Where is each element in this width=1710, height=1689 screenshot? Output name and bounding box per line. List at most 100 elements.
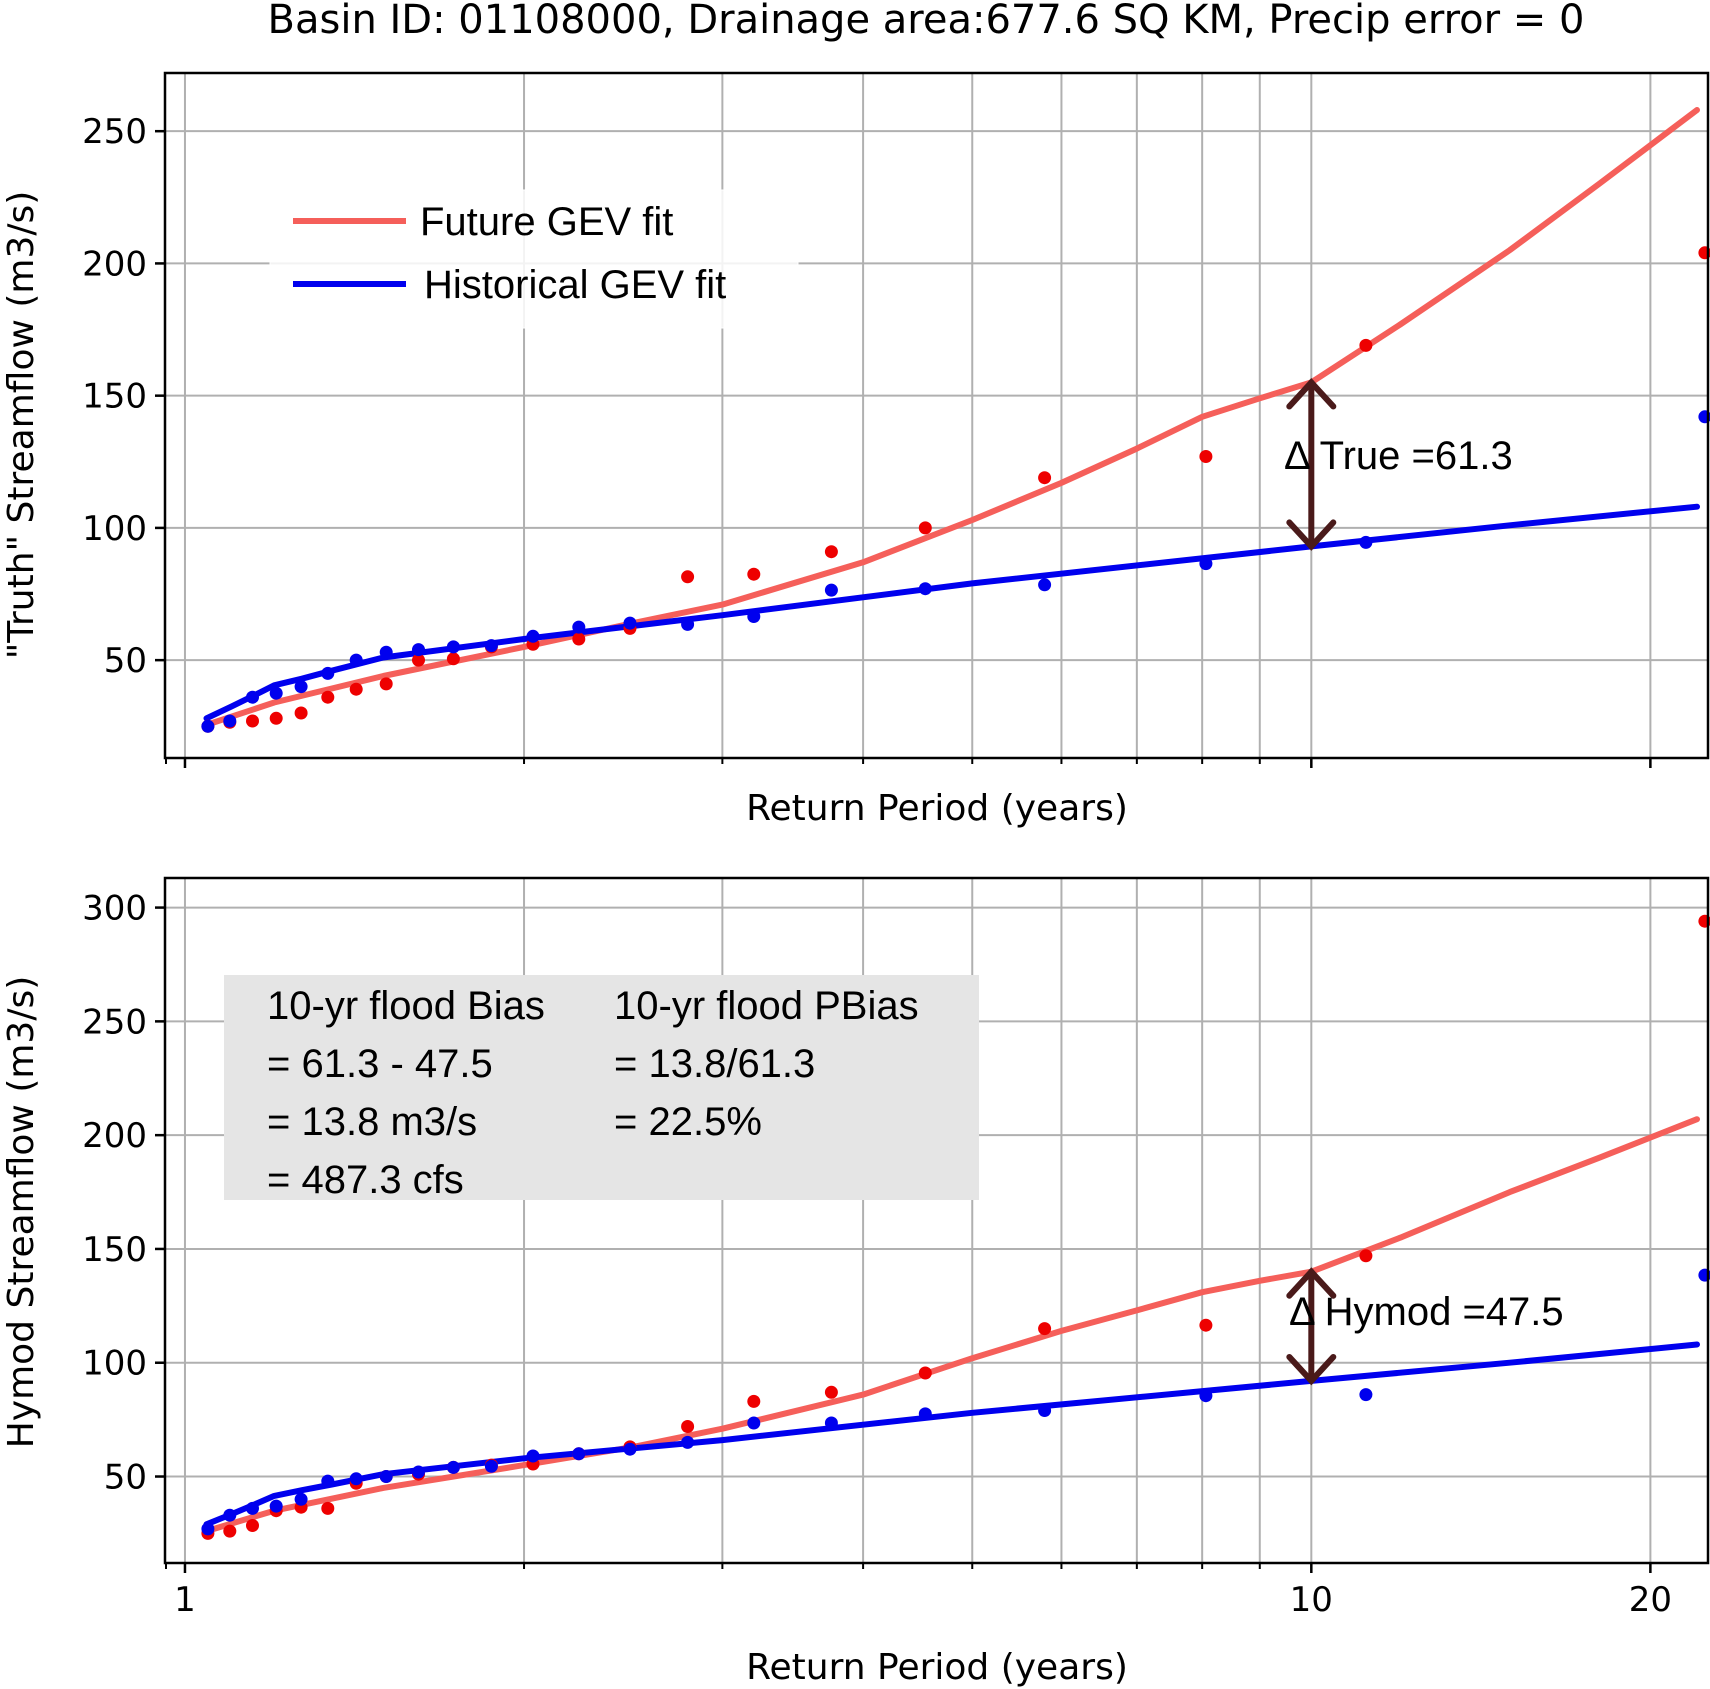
top-annotation: Δ True =61.3 bbox=[1284, 378, 1513, 551]
bottom-historical-point bbox=[349, 1472, 363, 1486]
top-axes: 50 100 150 200 250 bbox=[82, 71, 1710, 768]
bottom-y-tick-label: 100 bbox=[82, 1344, 147, 1384]
top-x-axis-label: Return Period (years) bbox=[746, 788, 1128, 829]
bottom-x-axis-label: Return Period (years) bbox=[746, 1647, 1128, 1688]
top-historical-point bbox=[223, 714, 237, 728]
bottom-delta-label: Δ Hymod =47.5 bbox=[1289, 1290, 1564, 1334]
top-historical-point bbox=[623, 616, 637, 630]
top-future-point bbox=[294, 706, 308, 720]
top-historical-point bbox=[526, 629, 540, 643]
bottom-historical-point bbox=[824, 1416, 838, 1430]
top-y-tick-label: 150 bbox=[82, 377, 147, 417]
bottom-delta-arrow bbox=[1286, 1267, 1337, 1386]
top-future-point bbox=[412, 653, 425, 667]
top-future-point bbox=[321, 690, 335, 704]
top-future-point bbox=[446, 652, 460, 666]
top-historical-point bbox=[412, 643, 425, 657]
bottom-future-gev-line bbox=[203, 1116, 1700, 1535]
bottom-historical-point bbox=[201, 1522, 215, 1536]
bottom-x-tick-label: 10 bbox=[1290, 1580, 1333, 1620]
bottom-historical-point bbox=[526, 1449, 540, 1463]
bottom-annotation: Δ Hymod =47.5 bbox=[1286, 1267, 1564, 1386]
bottom-historical-gev-line bbox=[203, 1341, 1700, 1528]
top-y-tick-label: 100 bbox=[82, 509, 147, 549]
top-axes-frame bbox=[163, 71, 1710, 760]
top-y-tick-label: 50 bbox=[104, 641, 147, 681]
top-delta-label: Δ True =61.3 bbox=[1284, 434, 1513, 478]
bottom-y-tick-label: 250 bbox=[82, 1002, 147, 1042]
bottom-historical-point bbox=[681, 1435, 695, 1449]
top-historical-point bbox=[201, 719, 215, 733]
chart-title: Basin ID: 01108000, Drainage area:677.6 … bbox=[268, 0, 1585, 43]
bottom-y-tick-label: 50 bbox=[104, 1458, 147, 1498]
bottom-axes-frame bbox=[163, 876, 1710, 1565]
bottom-y-axis-label: Hymod Streamflow (m3/s) bbox=[1, 976, 42, 1449]
top-y-axis-label: "Truth" Streamflow (m3/s) bbox=[1, 191, 42, 660]
bottom-historical-point bbox=[223, 1508, 237, 1522]
bias-line-1: 10-yr flood Bias bbox=[267, 984, 545, 1028]
top-future-point bbox=[246, 714, 259, 728]
bottom-historical-point bbox=[294, 1492, 308, 1506]
bottom-historical-point bbox=[269, 1499, 283, 1513]
top-future-point bbox=[1038, 471, 1052, 485]
bottom-historical-point bbox=[321, 1474, 335, 1488]
bottom-future-point bbox=[246, 1519, 259, 1532]
bottom-historical-point bbox=[572, 1447, 586, 1461]
bottom-historical-point bbox=[623, 1442, 637, 1456]
bottom-historical-point bbox=[1359, 1388, 1373, 1402]
top-future-point bbox=[747, 567, 761, 581]
bottom-future-point bbox=[824, 1385, 838, 1399]
top-historical-point bbox=[681, 617, 695, 631]
top-future-point bbox=[379, 677, 393, 691]
top-y-tick-label: 250 bbox=[82, 112, 147, 152]
bottom-future-point bbox=[747, 1394, 761, 1408]
pbias-line-3: = 22.5% bbox=[614, 1100, 762, 1144]
bottom-x-tick-label: 1 bbox=[174, 1580, 196, 1620]
top-y-tick-label: 200 bbox=[82, 244, 147, 284]
bottom-axes: 50 100 150 200 250 300 1 10 20 bbox=[82, 876, 1710, 1620]
bottom-y-tick-label: 300 bbox=[82, 889, 147, 929]
legend-label-future: Future GEV fit bbox=[420, 200, 673, 244]
bottom-future-point bbox=[1359, 1249, 1373, 1263]
bottom-historical-point bbox=[918, 1407, 932, 1421]
top-historical-point bbox=[269, 686, 283, 700]
bottom-historical-point bbox=[379, 1470, 393, 1483]
bottom-historical-point bbox=[747, 1416, 761, 1430]
top-future-point bbox=[918, 521, 932, 535]
top-future-point bbox=[1359, 338, 1373, 352]
top-historical-point bbox=[747, 610, 761, 623]
top-future-point bbox=[269, 711, 283, 725]
bias-line-4: = 487.3 cfs bbox=[267, 1158, 464, 1202]
pbias-line-2: = 13.8/61.3 bbox=[614, 1042, 815, 1086]
bottom-future-point bbox=[321, 1501, 335, 1515]
bias-line-3: = 13.8 m3/s bbox=[267, 1100, 477, 1144]
legend-label-historical: Historical GEV fit bbox=[424, 263, 726, 307]
top-future-point bbox=[824, 545, 838, 559]
bias-textbox: 10-yr flood Bias = 61.3 - 47.5 = 13.8 m3… bbox=[224, 975, 979, 1202]
top-future-point bbox=[681, 570, 695, 584]
bottom-historical-point bbox=[1038, 1404, 1052, 1417]
top-historical-point bbox=[824, 583, 838, 597]
bottom-historical-point bbox=[246, 1501, 259, 1515]
top-historical-point bbox=[446, 640, 460, 654]
top-historical-point bbox=[572, 620, 586, 634]
legend-box bbox=[269, 189, 799, 329]
top-future-gev-line bbox=[203, 107, 1700, 728]
bottom-y-tick-label: 150 bbox=[82, 1230, 147, 1270]
legend: Future GEV fit Historical GEV fit bbox=[269, 189, 799, 329]
bottom-x-tick-label: 20 bbox=[1629, 1580, 1672, 1620]
top-panel: Δ True =61.3 Future GEV fit Historical G… bbox=[1, 71, 1710, 829]
bottom-historical-point bbox=[1199, 1389, 1213, 1403]
bias-textbox-bg bbox=[224, 975, 979, 1200]
bottom-historical-point bbox=[412, 1465, 425, 1479]
top-historical-point bbox=[918, 582, 932, 596]
bottom-future-point bbox=[1038, 1322, 1052, 1336]
top-historical-point bbox=[246, 690, 259, 704]
top-historical-point bbox=[1038, 578, 1052, 592]
bottom-historical-point bbox=[484, 1459, 498, 1473]
top-future-point bbox=[572, 632, 586, 646]
bottom-panel: Δ Hymod =47.5 10-yr flood Bias = 61.3 - … bbox=[1, 876, 1710, 1688]
bottom-future-point bbox=[1199, 1318, 1213, 1332]
bottom-future-point bbox=[681, 1420, 695, 1433]
